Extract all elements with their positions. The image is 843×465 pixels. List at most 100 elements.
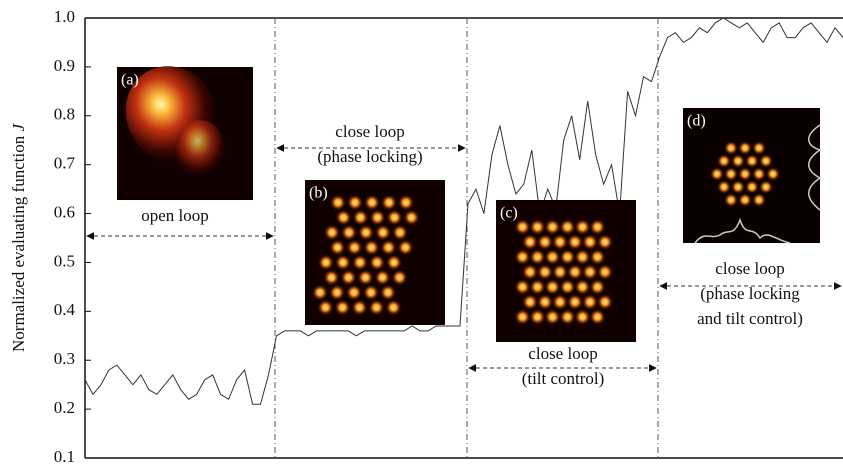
speckle	[597, 264, 613, 280]
speckle	[552, 294, 568, 310]
speckle	[717, 180, 731, 194]
speckle	[545, 249, 561, 265]
speckle	[318, 300, 334, 316]
speckle	[724, 193, 738, 207]
speckle	[515, 279, 531, 295]
speckle	[330, 195, 346, 211]
speckle	[724, 167, 738, 181]
speckle	[752, 167, 766, 181]
y-tick-label: 0.6	[54, 202, 75, 221]
speckle	[745, 180, 759, 194]
speckle	[335, 255, 351, 271]
speckle	[752, 193, 766, 207]
speckle	[724, 141, 738, 155]
chart: Normalized evaluating function J (a) (b)…	[0, 0, 843, 465]
speckle	[398, 195, 414, 211]
speckle	[567, 294, 583, 310]
speckle	[341, 225, 357, 241]
speckle	[567, 264, 583, 280]
speckle	[582, 264, 598, 280]
speckle	[347, 195, 363, 211]
speckle	[370, 210, 386, 226]
speckle	[575, 279, 591, 295]
speckle	[597, 294, 613, 310]
annotation: close loop	[528, 344, 597, 363]
speckle	[375, 270, 391, 286]
y-tick-label: 0.5	[54, 251, 75, 270]
speckle	[575, 309, 591, 325]
speckle	[738, 141, 752, 155]
speckle	[752, 141, 766, 155]
speckle	[392, 270, 408, 286]
speckle	[590, 309, 606, 325]
speckle	[363, 285, 379, 301]
speckle	[537, 234, 553, 250]
speckle	[766, 167, 780, 181]
speckle	[731, 154, 745, 168]
speckle	[404, 210, 420, 226]
speckle	[759, 180, 773, 194]
speckle	[717, 154, 731, 168]
speckle	[318, 255, 334, 271]
annotation: (phase locking)	[317, 147, 422, 166]
y-tick-label: 0.4	[54, 300, 76, 319]
y-tick-label: 1.0	[54, 7, 75, 26]
speckle	[324, 270, 340, 286]
inset-label: (b)	[309, 185, 328, 202]
y-tick-label: 0.7	[54, 154, 76, 173]
speckle	[560, 279, 576, 295]
speckle	[552, 264, 568, 280]
speckle	[335, 300, 351, 316]
speckle	[324, 225, 340, 241]
speckle	[738, 193, 752, 207]
speckle	[537, 294, 553, 310]
speckle	[575, 249, 591, 265]
inset-label: (a)	[121, 72, 139, 89]
y-tick-label: 0.9	[54, 56, 75, 75]
speckle	[590, 219, 606, 235]
speckle	[582, 234, 598, 250]
speckle	[560, 219, 576, 235]
speckle	[731, 180, 745, 194]
speckle	[364, 195, 380, 211]
speckle	[369, 255, 385, 271]
speckle	[545, 279, 561, 295]
speckle	[590, 279, 606, 295]
speckle	[745, 154, 759, 168]
speckle	[312, 285, 328, 301]
speckle	[567, 234, 583, 250]
speckle	[537, 264, 553, 280]
speckle	[530, 219, 546, 235]
speckle	[545, 309, 561, 325]
annotation: (phase locking	[700, 284, 800, 303]
speckle	[597, 234, 613, 250]
inset-a: (a)	[108, 49, 253, 200]
speckle	[352, 300, 368, 316]
speckle	[352, 255, 368, 271]
annotation: open loop	[141, 206, 209, 225]
speckle	[353, 210, 369, 226]
speckle	[530, 279, 546, 295]
speckle	[552, 234, 568, 250]
speckle	[329, 285, 345, 301]
speckle	[387, 210, 403, 226]
speckle	[759, 154, 773, 168]
annotation: and tilt control)	[697, 309, 803, 328]
speckle	[336, 210, 352, 226]
y-axis-title: Normalized evaluating function J	[9, 123, 28, 352]
speckle	[582, 294, 598, 310]
y-tick-label: 0.8	[54, 105, 75, 124]
speckle	[710, 167, 724, 181]
speckle	[545, 219, 561, 235]
inset-label: (c)	[500, 205, 518, 222]
speckle	[347, 240, 363, 256]
speckle	[392, 225, 408, 241]
speckle	[375, 225, 391, 241]
y-tick-label: 0.1	[54, 447, 75, 465]
inset-b	[305, 180, 445, 325]
speckle	[346, 285, 362, 301]
speckle	[522, 264, 538, 280]
speckle	[522, 234, 538, 250]
speckle	[522, 294, 538, 310]
speckle	[380, 285, 396, 301]
